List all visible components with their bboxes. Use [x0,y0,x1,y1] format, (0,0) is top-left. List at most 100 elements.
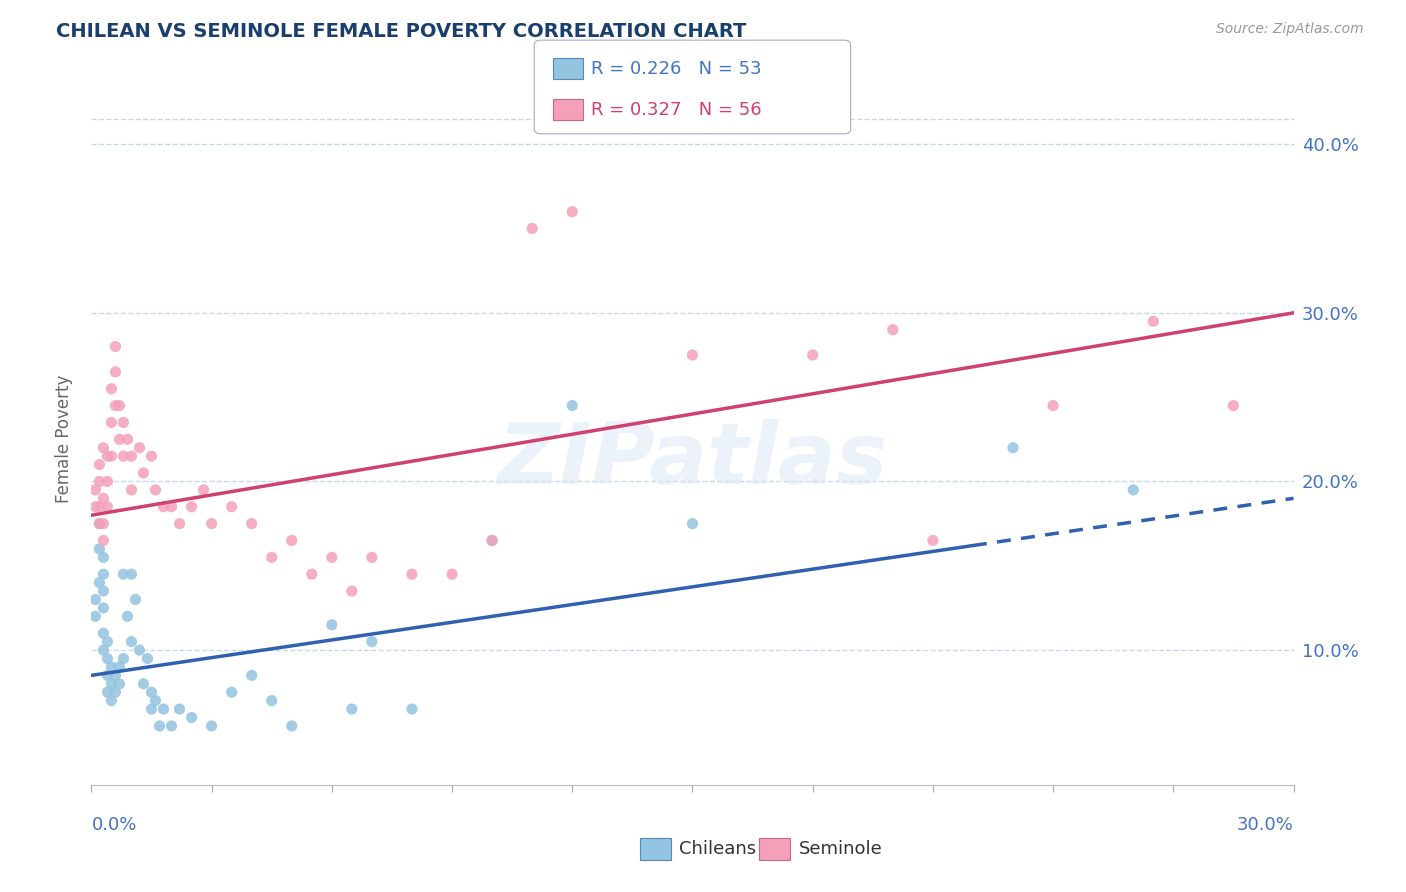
Point [240,516,263,531]
Point [152,500,174,514]
Y-axis label: Female Poverty: Female Poverty [55,376,73,503]
Point [84,500,107,514]
Point [128,441,150,455]
Point [1001,441,1024,455]
Point [100,382,122,396]
Point [1122,483,1144,497]
Point [1142,314,1164,328]
Point [401,702,423,716]
Point [145,483,167,497]
Point [141,702,163,716]
Point [112,567,135,582]
Point [340,702,363,716]
Point [117,609,139,624]
Text: 0.0%: 0.0% [91,816,136,834]
Point [141,449,163,463]
Point [104,340,127,354]
Point [481,533,503,548]
Point [160,500,183,514]
Point [145,693,167,707]
Point [201,516,224,531]
Point [132,677,155,691]
Point [201,719,224,733]
Point [100,660,122,674]
Point [561,399,583,413]
Point [89,475,111,489]
Point [180,500,202,514]
Point [104,685,127,699]
Point [93,441,115,455]
Point [221,500,243,514]
Point [240,668,263,682]
Point [121,567,143,582]
Point [93,643,115,657]
Point [96,500,118,514]
Text: ZIPatlas: ZIPatlas [498,418,887,501]
Point [281,533,304,548]
Point [89,516,111,531]
Point [100,449,122,463]
Point [148,719,170,733]
Point [89,541,111,556]
Point [89,575,111,590]
Point [121,449,143,463]
Point [221,685,243,699]
Point [84,483,107,497]
Point [89,458,111,472]
Point [681,516,703,531]
Point [136,651,159,665]
Point [93,567,115,582]
Text: 30.0%: 30.0% [1237,816,1294,834]
Point [108,677,131,691]
Text: R = 0.226   N = 53: R = 0.226 N = 53 [591,60,761,78]
Point [108,399,131,413]
Point [301,567,323,582]
Point [169,702,191,716]
Point [96,475,118,489]
Text: Source: ZipAtlas.com: Source: ZipAtlas.com [1216,22,1364,37]
Point [93,584,115,599]
Point [180,710,202,724]
Point [169,516,191,531]
Point [401,567,423,582]
Point [121,634,143,648]
Point [96,449,118,463]
Point [117,432,139,446]
Point [93,516,115,531]
Point [104,399,127,413]
Point [321,550,343,565]
Point [124,592,146,607]
Point [100,693,122,707]
Point [141,685,163,699]
Point [96,634,118,648]
Point [93,533,115,548]
Point [112,651,135,665]
Point [360,634,382,648]
Point [193,483,215,497]
Point [260,550,283,565]
Point [281,719,304,733]
Point [260,693,283,707]
Point [561,204,583,219]
Point [84,592,107,607]
Point [93,550,115,565]
Point [108,432,131,446]
Point [100,416,122,430]
Point [96,668,118,682]
Text: R = 0.327   N = 56: R = 0.327 N = 56 [591,101,761,119]
Text: Chileans: Chileans [679,840,756,858]
Point [340,584,363,599]
Point [93,491,115,506]
Point [96,651,118,665]
Text: Seminole: Seminole [799,840,883,858]
Point [121,483,143,497]
Point [1042,399,1064,413]
Point [152,702,174,716]
Point [801,348,824,362]
Point [1222,399,1244,413]
Point [100,677,122,691]
Text: CHILEAN VS SEMINOLE FEMALE POVERTY CORRELATION CHART: CHILEAN VS SEMINOLE FEMALE POVERTY CORRE… [56,22,747,41]
Point [882,323,904,337]
Point [96,685,118,699]
Point [440,567,463,582]
